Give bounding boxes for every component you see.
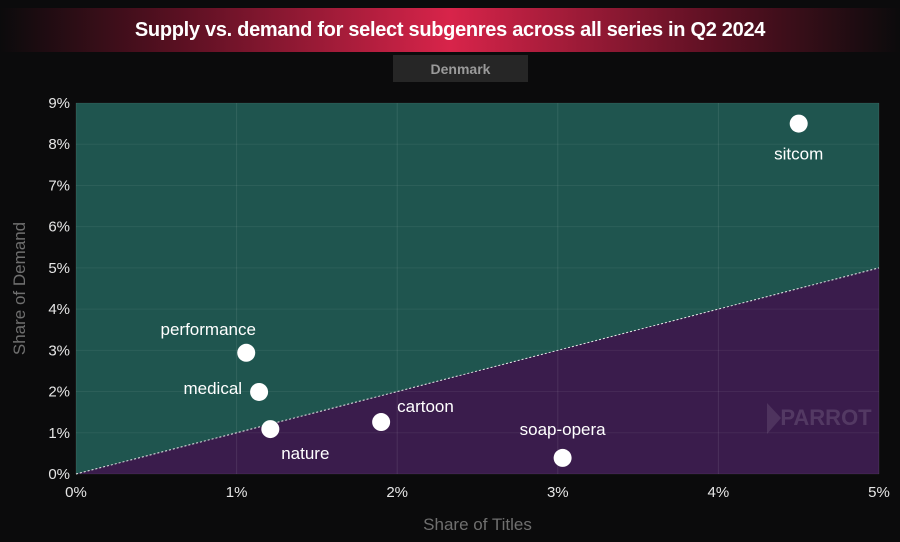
data-label-medical: medical (183, 379, 242, 398)
data-label-performance: performance (161, 320, 256, 339)
x-tick-label: 3% (547, 484, 569, 501)
y-tick-label: 7% (48, 177, 70, 194)
data-label-soap-opera: soap-opera (520, 420, 607, 439)
data-point-performance (237, 343, 256, 362)
title-band: Supply vs. demand for select subgenres a… (0, 8, 900, 52)
data-label-nature: nature (281, 444, 329, 463)
country-tab-denmark[interactable]: Denmark (393, 55, 528, 82)
x-tick-label: 0% (65, 484, 87, 501)
y-tick-label: 4% (48, 301, 70, 318)
y-tick-label: 0% (48, 466, 70, 483)
data-point-soap-opera (553, 448, 572, 467)
y-tick-label: 5% (48, 260, 70, 277)
y-axis-label: Share of Demand (10, 222, 29, 355)
data-point-medical (250, 382, 269, 401)
y-tick-label: 6% (48, 219, 70, 236)
x-axis-label: Share of Titles (423, 515, 532, 534)
chart-title: Supply vs. demand for select subgenres a… (134, 18, 766, 41)
watermark-logo-icon (767, 403, 781, 434)
y-tick-label: 2% (48, 384, 70, 401)
data-label-sitcom: sitcom (774, 145, 823, 164)
y-tick-label: 9% (48, 95, 70, 112)
data-point-cartoon (372, 413, 391, 432)
y-tick-label: 1% (48, 425, 70, 442)
data-point-nature (261, 420, 280, 439)
x-tick-label: 4% (708, 484, 730, 501)
x-tick-label: 1% (226, 484, 248, 501)
x-tick-label: 5% (868, 484, 890, 501)
x-tick-label: 2% (386, 484, 408, 501)
watermark-logo: PARROT (780, 405, 872, 430)
y-tick-label: 8% (48, 136, 70, 153)
y-tick-label: 3% (48, 342, 70, 359)
data-point-sitcom (789, 114, 808, 133)
data-label-cartoon: cartoon (397, 397, 454, 416)
